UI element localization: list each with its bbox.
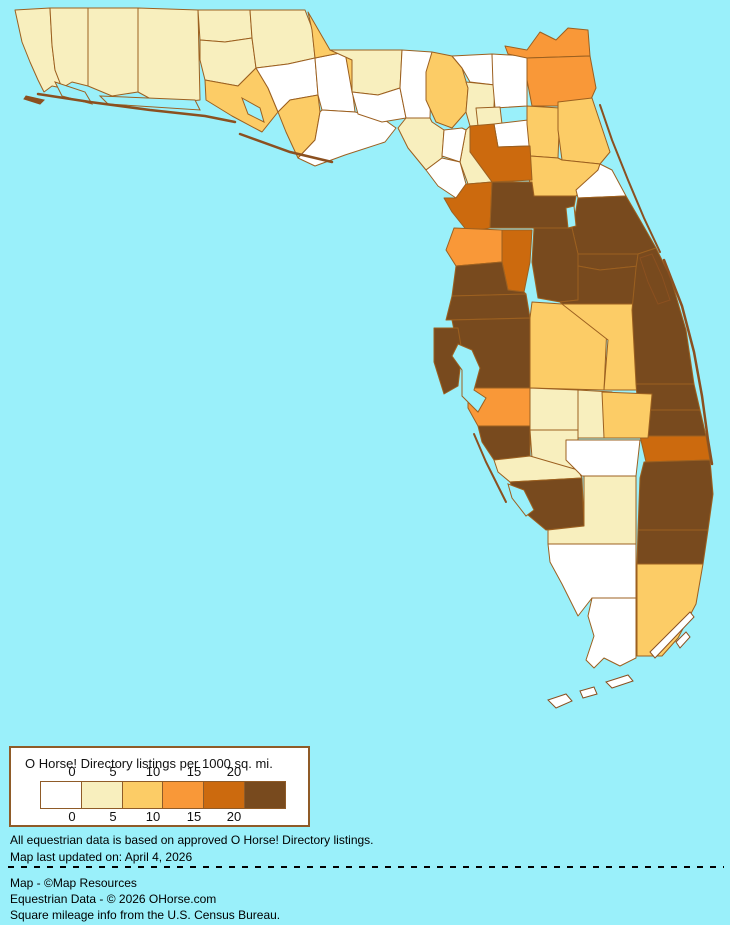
county-st-johns [557, 97, 611, 165]
county-okaloosa [87, 7, 139, 97]
legend: O Horse! Directory listings per 1000 sq.… [9, 746, 310, 827]
county-monroe [585, 597, 637, 669]
legend-title: O Horse! Directory listings per 1000 sq.… [25, 756, 273, 771]
island-layer [23, 92, 714, 709]
lake-george [565, 205, 577, 229]
county-clay [526, 105, 561, 159]
legend-swatch-5 [245, 782, 285, 808]
credit-map: Map - ©Map Resources [10, 876, 137, 890]
merritt-island [639, 253, 671, 305]
county-pasco [445, 293, 531, 321]
florida-keys-3 [605, 674, 634, 689]
county-lafayette [441, 127, 467, 163]
county-broward [636, 529, 709, 565]
legend-tick-bottom: 10 [145, 809, 161, 824]
legend-swatch-4 [204, 782, 246, 808]
legend-tick-top: 20 [226, 764, 242, 779]
county-palm-beach [637, 459, 714, 531]
county-glades [565, 439, 641, 477]
legend-color-ramp [40, 781, 286, 809]
legend-tick-bottom: 0 [68, 809, 76, 824]
gulf-barrier-sarasota [473, 433, 507, 503]
footnote-data-source: All equestrian data is based on approved… [10, 833, 374, 847]
county-walton [137, 7, 201, 105]
county-bradford [493, 119, 531, 148]
tampa-bay [451, 343, 487, 413]
choctawhatchee-bay [98, 95, 201, 111]
county-marion [489, 181, 577, 229]
legend-swatch-2 [122, 782, 164, 808]
legend-tick-top: 15 [186, 764, 202, 779]
legend-swatch-1 [81, 782, 123, 808]
county-baker [491, 53, 528, 109]
credit-square-mileage: Square mileage info from the U.S. Census… [10, 908, 281, 922]
dashed-separator [8, 866, 724, 868]
county-holmes [197, 9, 253, 43]
charlotte-harbor [507, 483, 535, 517]
perdido-key [23, 95, 45, 105]
key-largo [649, 611, 695, 659]
county-jackson [249, 9, 316, 69]
st-andrew-bay [241, 96, 265, 123]
county-lake [531, 227, 579, 303]
water-layer [54, 81, 577, 517]
county-martin [639, 435, 711, 463]
county-miami-dade [636, 563, 704, 657]
legend-tick-bottom: 5 [109, 809, 117, 824]
county-pinellas [433, 327, 463, 395]
county-nassau [504, 27, 591, 59]
county-okeechobee [601, 391, 653, 439]
county-volusia [571, 195, 657, 255]
key-biscayne [675, 631, 691, 649]
legend-swatch-0 [41, 782, 82, 808]
legend-tick-bottom: 15 [186, 809, 202, 824]
county-hardee [529, 387, 579, 431]
st-george-island [238, 132, 334, 164]
florida-keys-2 [579, 686, 598, 699]
county-osceola [561, 303, 651, 391]
florida-keys-1 [547, 693, 573, 709]
legend-tick-top: 0 [68, 764, 76, 779]
county-sarasota [477, 425, 531, 461]
county-layer [14, 7, 714, 669]
credit-equestrian-data: Equestrian Data - © 2026 OHorse.com [10, 892, 217, 906]
legend-swatch-3 [163, 782, 205, 808]
footnote-last-updated: Map last updated on: April 4, 2026 [10, 850, 193, 864]
atlantic-barrier-south [662, 258, 714, 466]
county-citrus [445, 227, 503, 267]
legend-tick-top: 5 [109, 764, 117, 779]
atlantic-barrier-north [599, 104, 661, 253]
pensacola-bay [54, 81, 94, 105]
santa-rosa-island [36, 92, 237, 124]
legend-tick-bottom: 20 [226, 809, 242, 824]
legend-tick-top: 10 [145, 764, 161, 779]
